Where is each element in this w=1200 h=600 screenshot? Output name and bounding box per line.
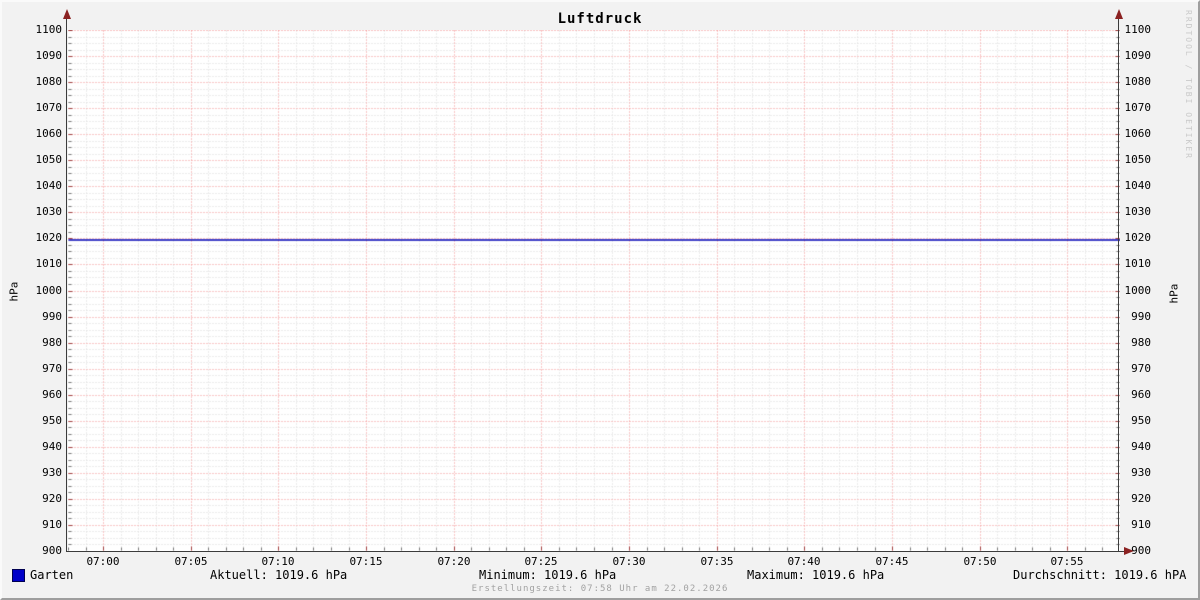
y-tick-label-right: 940 <box>1131 440 1151 453</box>
y-tick-label-right: 1020 <box>1124 231 1152 244</box>
legend-maximum-value: Maximum: 1019.6 hPa <box>747 568 885 582</box>
legend-average-value: Durchschnitt: 1019.6 hPA <box>1013 568 1187 582</box>
x-tick-label: 07:20 <box>437 555 471 568</box>
y-tick-label-left: 1080 <box>35 75 63 88</box>
y-tick-label-left: 1000 <box>35 284 63 297</box>
y-tick-label-right: 980 <box>1131 336 1151 349</box>
y-tick-label-left: 1030 <box>35 205 63 218</box>
y-tick-label-right: 920 <box>1131 492 1151 505</box>
x-tick-label: 07:40 <box>787 555 821 568</box>
y-tick-label-left: 990 <box>42 310 62 323</box>
y-tick-label-left: 970 <box>42 362 62 375</box>
x-tick-label: 07:50 <box>963 555 997 568</box>
y-tick-label-left: 940 <box>42 440 62 453</box>
y-tick-label-right: 930 <box>1131 466 1151 479</box>
y-tick-label-left: 1040 <box>35 179 63 192</box>
y-tick-label-left: 1060 <box>35 127 63 140</box>
x-tick-label: 07:55 <box>1050 555 1084 568</box>
x-tick-label: 07:15 <box>349 555 383 568</box>
y-tick-label-left: 950 <box>42 414 62 427</box>
y-tick-label-right: 1080 <box>1124 75 1152 88</box>
y-axis-label-right: hPa <box>1167 283 1181 304</box>
x-tick-label: 07:25 <box>524 555 558 568</box>
y-tick-label-right: 1000 <box>1124 284 1152 297</box>
y-axis-left-arrow-icon <box>63 9 71 19</box>
y-tick-label-right: 1010 <box>1124 257 1152 270</box>
y-axis-left-line <box>66 19 67 552</box>
x-tick-label: 07:05 <box>174 555 208 568</box>
y-tick-label-right: 950 <box>1131 414 1151 427</box>
legend-minimum-value: Minimum: 1019.6 hPa <box>479 568 617 582</box>
legend-row: Garten Aktuell: 1019.6 hPa Minimum: 1019… <box>2 568 1198 582</box>
x-tick-label: 07:35 <box>700 555 734 568</box>
x-axis-arrow-icon <box>1124 547 1134 555</box>
rrdtool-watermark: RRDTOOL / TOBI OETIKER <box>1184 10 1193 160</box>
y-tick-label-left: 910 <box>42 518 62 531</box>
legend-current-value: Aktuell: 1019.6 hPa <box>210 568 348 582</box>
y-tick-label-left: 1070 <box>35 101 63 114</box>
chart-title: Luftdruck <box>557 11 643 27</box>
x-tick-label: 07:10 <box>261 555 295 568</box>
series-color-swatch-icon <box>12 569 25 582</box>
y-tick-label-left: 1100 <box>35 23 63 36</box>
y-tick-label-left: 1050 <box>35 153 63 166</box>
chart-canvas <box>68 30 1120 551</box>
y-tick-label-right: 910 <box>1131 518 1151 531</box>
y-tick-label-right: 1090 <box>1124 49 1152 62</box>
y-tick-label-left: 1090 <box>35 49 63 62</box>
y-tick-label-left: 1020 <box>35 231 63 244</box>
y-tick-label-right: 1050 <box>1124 153 1152 166</box>
y-tick-label-left: 900 <box>42 544 62 557</box>
x-axis-line <box>66 551 1128 552</box>
y-axis-right-arrow-icon <box>1115 9 1123 19</box>
y-axis-right-line <box>1118 19 1119 552</box>
y-tick-label-right: 900 <box>1131 544 1151 557</box>
y-tick-label-left: 960 <box>42 388 62 401</box>
y-tick-label-left: 920 <box>42 492 62 505</box>
y-tick-label-right: 970 <box>1131 362 1151 375</box>
y-tick-label-left: 980 <box>42 336 62 349</box>
creation-timestamp: Erstellungszeit: 07:58 Uhr am 22.02.2026 <box>471 584 729 594</box>
y-tick-label-left: 930 <box>42 466 62 479</box>
y-tick-label-right: 1100 <box>1124 23 1152 36</box>
x-tick-label: 07:30 <box>612 555 646 568</box>
y-tick-label-right: 1070 <box>1124 101 1152 114</box>
plot-area <box>68 30 1120 551</box>
legend-series-label: Garten <box>30 568 74 582</box>
y-tick-label-right: 1030 <box>1124 205 1152 218</box>
y-tick-label-right: 1060 <box>1124 127 1152 140</box>
x-tick-label: 07:00 <box>86 555 120 568</box>
y-tick-label-right: 1040 <box>1124 179 1152 192</box>
y-tick-label-right: 990 <box>1131 310 1151 323</box>
y-tick-label-left: 1010 <box>35 257 63 270</box>
x-tick-label: 07:45 <box>875 555 909 568</box>
y-tick-label-right: 960 <box>1131 388 1151 401</box>
